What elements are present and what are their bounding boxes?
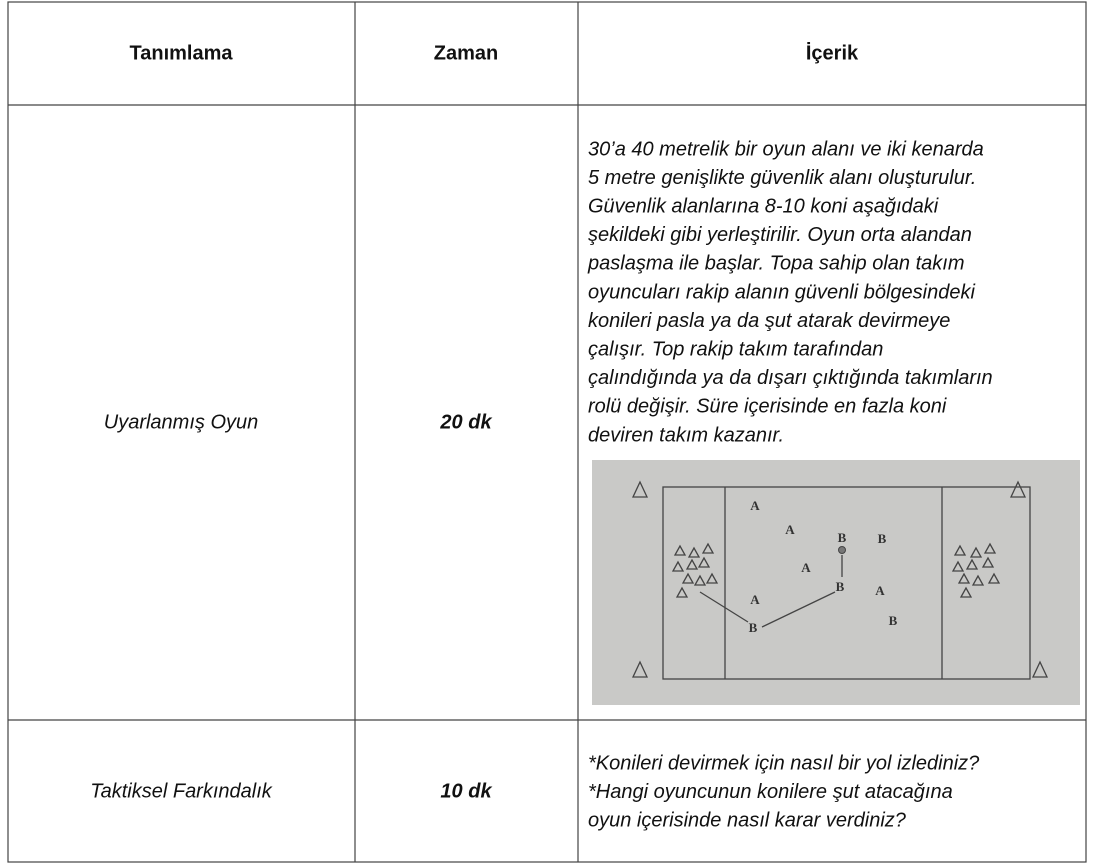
- content-line: oyuncuları rakip alanın güvenli bölgesin…: [588, 281, 975, 303]
- content-line: 30’a 40 metrelik bir oyun alanı ve iki k…: [588, 138, 984, 160]
- content-line: Güvenlik alanlarına 8-10 koni aşağıdaki: [588, 195, 939, 217]
- header-cell: Zaman: [434, 42, 498, 64]
- table-grid: [7, 1, 1087, 863]
- field: [662, 486, 1031, 680]
- header-cell: İçerik: [806, 41, 859, 64]
- player-label: B: [749, 620, 758, 635]
- field-diagram: A A B B A B A A B B: [592, 460, 1080, 705]
- content-line: deviren takım kazanır.: [588, 424, 784, 446]
- content-line: *Hangi oyuncunun konilere şut atacağına: [588, 781, 953, 803]
- content-line: rolü değişir. Süre içerisinde en fazla k…: [588, 396, 947, 418]
- content-cell: *Konileri devirmek için nasıl bir yol iz…: [588, 752, 980, 831]
- content-line: konileri pasla ya da şut atarak devirmey…: [588, 310, 950, 332]
- player-label: B: [836, 579, 845, 594]
- content-line: paslaşma ile başlar. Topa sahip olan tak…: [587, 253, 965, 275]
- player-label: B: [878, 531, 887, 546]
- player-label: B: [838, 530, 847, 545]
- header-cell: Tanımlama: [130, 42, 234, 64]
- player-label: A: [750, 592, 760, 607]
- time-cell: 10 dk: [440, 780, 492, 802]
- activity-cell: Taktiksel Farkındalık: [90, 780, 273, 802]
- player-label: B: [889, 613, 898, 628]
- content-line: *Konileri devirmek için nasıl bir yol iz…: [588, 752, 980, 774]
- content-line: 5 metre genişlikte güvenlik alanı oluştu…: [588, 167, 976, 189]
- content-line: çalındığında ya da dışarı çıktığında tak…: [588, 367, 993, 389]
- player-label: A: [750, 498, 760, 513]
- player-label: A: [801, 560, 811, 575]
- player-label: A: [785, 522, 795, 537]
- content-line: çalışır. Top rakip takım tarafından: [588, 338, 883, 360]
- player-label: A: [875, 583, 885, 598]
- content-cell: 30’a 40 metrelik bir oyun alanı ve iki k…: [587, 138, 993, 446]
- content-line: oyun içerisinde nasıl karar verdiniz?: [588, 809, 907, 831]
- cones-right: [951, 542, 1001, 598]
- content-line: şekildeki gibi yerleştirilir. Oyun orta …: [588, 224, 972, 246]
- time-cell: 20 dk: [439, 411, 492, 433]
- cones-left: [671, 542, 719, 598]
- activity-cell: Uyarlanmış Oyun: [104, 411, 259, 433]
